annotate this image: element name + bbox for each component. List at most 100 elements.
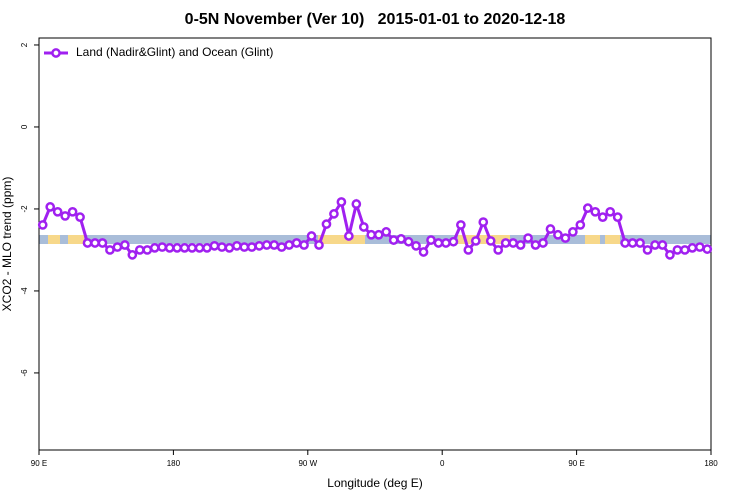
data-point (164, 243, 175, 253)
data-point (179, 243, 190, 253)
data-point (314, 240, 324, 250)
data-point (67, 206, 78, 217)
band-patch (585, 235, 600, 244)
legend-label: Land (Nadir&Glint) and Ocean (Glint) (76, 45, 273, 59)
data-point (605, 206, 616, 217)
data-point (650, 240, 660, 250)
data-point (441, 238, 451, 248)
data-point (172, 243, 182, 253)
x-tick-label: 180 (704, 459, 718, 468)
data-point (112, 242, 123, 252)
data-point (336, 197, 347, 207)
data-point (515, 240, 526, 250)
data-point (396, 234, 406, 244)
data-point (642, 245, 653, 255)
data-point (344, 231, 354, 241)
band-patch (605, 235, 620, 244)
y-axis-label: XCO2 - MLO trend (ppm) (0, 177, 14, 312)
data-point (105, 245, 115, 255)
band-patch (318, 235, 365, 244)
y-tick-label: 0 (20, 124, 29, 129)
data-point (657, 240, 668, 250)
data-point (508, 238, 518, 248)
data-point (246, 242, 257, 252)
x-axis-label: Longitude (deg E) (327, 476, 422, 490)
data-point (120, 240, 130, 250)
data-point (134, 245, 145, 255)
data-point (680, 245, 690, 255)
x-tick-label: 180 (167, 459, 181, 468)
data-point (373, 229, 384, 240)
x-tick-label: 90 W (298, 459, 317, 468)
data-point (568, 227, 578, 237)
data-point (702, 244, 713, 254)
data-point (403, 236, 414, 247)
data-point (433, 238, 444, 248)
data-point (560, 233, 571, 243)
band-patch (458, 235, 510, 244)
data-point (45, 202, 56, 212)
data-point (381, 227, 392, 237)
y-tick-label: 2 (20, 42, 29, 47)
data-point (366, 229, 377, 240)
data-point (500, 238, 511, 248)
data-point (545, 224, 556, 234)
data-point (224, 243, 235, 253)
x-tick-label: 90 E (31, 459, 47, 468)
data-point (575, 220, 586, 230)
data-point (418, 247, 429, 257)
y-tick-label: -4 (20, 287, 29, 295)
data-point (590, 206, 601, 217)
data-point (538, 238, 548, 248)
plot-frame (38, 37, 712, 451)
data-point (52, 206, 63, 217)
data-point (426, 235, 436, 245)
data-point (276, 242, 287, 252)
chart-title: 0-5N November (Ver 10) 2015-01-01 to 202… (185, 11, 566, 28)
data-point (254, 240, 265, 251)
data-point (687, 243, 698, 253)
data-point (97, 238, 108, 248)
data-point (620, 238, 630, 248)
x-tick-label: 90 E (568, 459, 584, 468)
data-point (612, 212, 623, 222)
data-point (351, 199, 362, 209)
data-point (37, 220, 48, 230)
y-tick-label: -6 (20, 369, 29, 377)
band-patch (48, 235, 60, 244)
data-point (411, 240, 421, 251)
data-point (194, 243, 205, 253)
data-point (291, 238, 302, 248)
data-point (493, 245, 504, 255)
data-point (456, 220, 466, 230)
data-point (665, 250, 675, 260)
data-point (463, 245, 474, 255)
y-tick-label: -2 (20, 205, 29, 213)
legend-marker (51, 48, 61, 58)
data-point (635, 238, 645, 248)
data-point (202, 243, 212, 253)
data-point (149, 243, 160, 253)
data-point (306, 231, 317, 241)
data-point (209, 240, 220, 251)
data-point (127, 250, 138, 260)
data-point (142, 245, 153, 255)
data-point (269, 240, 280, 250)
data-point (694, 242, 705, 252)
data-point (217, 242, 227, 252)
background-band (39, 235, 711, 244)
data-point (627, 238, 638, 248)
data-point (523, 233, 533, 243)
data-point (299, 240, 309, 250)
data-point (232, 240, 242, 251)
x-tick-label: 0 (440, 459, 445, 468)
band (39, 235, 711, 244)
data-point (187, 243, 197, 253)
data-point (157, 242, 168, 252)
data-point (388, 235, 399, 245)
data-point (470, 236, 481, 246)
data-point (478, 217, 489, 227)
data-point (597, 212, 608, 222)
data-point (582, 203, 593, 213)
data-point (448, 236, 459, 247)
